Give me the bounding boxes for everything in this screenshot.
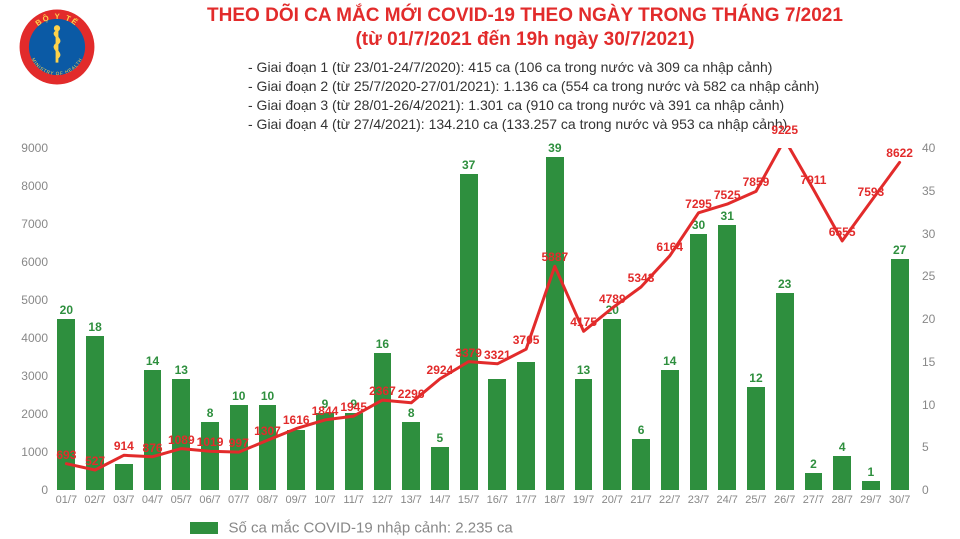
chart-container: BỘ Y TẾ MINISTRY OF HEALTH THEO DÕI CA M…: [0, 0, 960, 539]
line-value-label: 876: [143, 441, 163, 455]
legend-bar-text: Số ca mắc COVID-19 nhập cảnh: 2.235 ca: [228, 519, 512, 536]
line-value-label: 6555: [829, 225, 856, 239]
y-left-tick-label: 5000: [8, 293, 48, 307]
x-tick-label: 17/7: [515, 494, 536, 506]
line-value-label: 1307: [254, 424, 281, 438]
line-value-label: 1089: [168, 433, 195, 447]
x-tick-label: 29/7: [860, 494, 881, 506]
y-left-tick-label: 6000: [8, 255, 48, 269]
x-tick-label: 10/7: [314, 494, 335, 506]
y-right-tick-label: 20: [922, 312, 952, 326]
x-tick-label: 06/7: [199, 494, 220, 506]
line-value-label: 4789: [599, 292, 626, 306]
line-value-label: 8622: [886, 146, 913, 160]
line-value-label: 5887: [541, 250, 568, 264]
x-tick-label: 03/7: [113, 494, 134, 506]
y-left-tick-label: 8000: [8, 179, 48, 193]
x-tick-label: 13/7: [400, 494, 421, 506]
x-tick-label: 05/7: [171, 494, 192, 506]
line-value-label: 3321: [484, 348, 511, 362]
y-right-tick-label: 25: [922, 269, 952, 283]
line-value-label: 527: [85, 454, 105, 468]
y-left-tick-label: 0: [8, 483, 48, 497]
x-tick-label: 25/7: [745, 494, 766, 506]
x-tick-label: 18/7: [544, 494, 565, 506]
plot-area: 2018141381010991685373913206143031122324…: [52, 148, 914, 490]
line-value-label: 5343: [628, 271, 655, 285]
x-tick-label: 08/7: [257, 494, 278, 506]
phase-descriptions: - Giai đoạn 1 (từ 23/01-24/7/2020): 415 …: [248, 58, 819, 134]
y-right-tick-label: 30: [922, 227, 952, 241]
x-tick-label: 30/7: [889, 494, 910, 506]
x-tick-label: 04/7: [142, 494, 163, 506]
line-value-label: 9225: [771, 123, 798, 137]
y-left-tick-label: 1000: [8, 445, 48, 459]
x-tick-label: 24/7: [717, 494, 738, 506]
title-line-1: THEO DÕI CA MẮC MỚI COVID-19 THEO NGÀY T…: [100, 4, 950, 28]
phase-line: - Giai đoạn 3 (từ 28/01-26/4/2021): 1.30…: [248, 96, 819, 115]
x-tick-label: 22/7: [659, 494, 680, 506]
chart-title: THEO DÕI CA MẮC MỚI COVID-19 THEO NGÀY T…: [100, 4, 950, 52]
x-tick-label: 28/7: [831, 494, 852, 506]
x-tick-label: 09/7: [286, 494, 307, 506]
y-left-tick-label: 9000: [8, 141, 48, 155]
line-value-label: 1945: [340, 400, 367, 414]
line-value-label: 7859: [743, 175, 770, 189]
ministry-logo: BỘ Y TẾ MINISTRY OF HEALTH: [18, 8, 96, 86]
line-value-label: 914: [114, 439, 134, 453]
y-left-tick-label: 7000: [8, 217, 48, 231]
x-tick-label: 14/7: [429, 494, 450, 506]
line-value-label: 1844: [312, 404, 339, 418]
y-right-tick-label: 10: [922, 398, 952, 412]
legend-bar-swatch: [190, 522, 218, 534]
legend: Số ca mắc COVID-19 nhập cảnh: 2.235 ca: [190, 519, 513, 537]
x-tick-label: 07/7: [228, 494, 249, 506]
y-right-tick-label: 35: [922, 184, 952, 198]
line-value-label: 7295: [685, 197, 712, 211]
line-value-label: 1616: [283, 413, 310, 427]
line-value-label: 3379: [455, 346, 482, 360]
line-value-label: 997: [229, 436, 249, 450]
line-value-label: 3705: [513, 333, 540, 347]
line-value-label: 2924: [427, 363, 454, 377]
x-tick-label: 15/7: [458, 494, 479, 506]
line-value-label: 1019: [197, 435, 224, 449]
x-tick-label: 26/7: [774, 494, 795, 506]
x-tick-label: 23/7: [688, 494, 709, 506]
line-value-label: 7911: [800, 173, 826, 187]
line-value-label: 7593: [858, 185, 885, 199]
line-value-label: 7525: [714, 188, 741, 202]
title-line-2: (từ 01/7/2021 đến 19h ngày 30/7/2021): [100, 28, 950, 52]
x-tick-label: 20/7: [602, 494, 623, 506]
phase-line: - Giai đoạn 4 (từ 27/4/2021): 134.210 ca…: [248, 115, 819, 134]
phase-line: - Giai đoạn 1 (từ 23/01-24/7/2020): 415 …: [248, 58, 819, 77]
x-tick-label: 16/7: [487, 494, 508, 506]
line-value-label: 693: [56, 448, 76, 462]
line-value-label: 2367: [369, 384, 396, 398]
y-left-tick-label: 2000: [8, 407, 48, 421]
y-left-tick-label: 4000: [8, 331, 48, 345]
phase-line: - Giai đoạn 2 (từ 25/7/2020-27/01/2021):…: [248, 77, 819, 96]
x-tick-label: 01/7: [56, 494, 77, 506]
y-right-tick-label: 15: [922, 355, 952, 369]
x-tick-label: 02/7: [84, 494, 105, 506]
line-value-label: 6164: [656, 240, 683, 254]
x-tick-label: 27/7: [803, 494, 824, 506]
x-tick-label: 19/7: [573, 494, 594, 506]
x-tick-label: 21/7: [630, 494, 651, 506]
y-right-tick-label: 0: [922, 483, 952, 497]
line-value-label: 4175: [570, 315, 597, 329]
x-tick-label: 11/7: [343, 494, 364, 506]
y-right-tick-label: 5: [922, 440, 952, 454]
y-right-tick-label: 40: [922, 141, 952, 155]
x-tick-label: 12/7: [372, 494, 393, 506]
y-left-tick-label: 3000: [8, 369, 48, 383]
line-value-label: 2296: [398, 387, 425, 401]
